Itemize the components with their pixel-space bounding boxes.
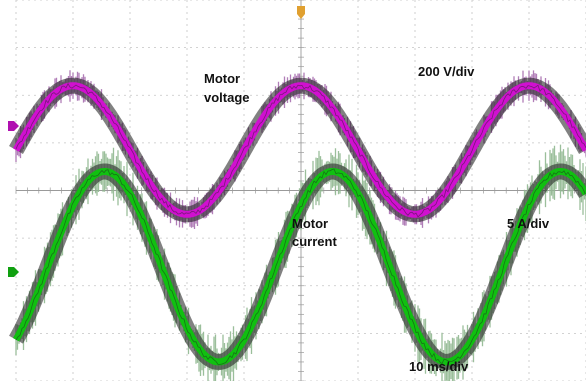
motor-voltage-series bbox=[9, 70, 586, 229]
channel-markers bbox=[8, 6, 305, 277]
voltage-scale-label: 200 V/div bbox=[418, 64, 475, 79]
motor-current-label-line1: Motor bbox=[292, 216, 328, 231]
current-scale-label: 5 A/div bbox=[507, 216, 550, 231]
trace-jitter bbox=[15, 82, 586, 218]
motor-current-label-line2: current bbox=[292, 234, 337, 249]
trace-line bbox=[12, 168, 586, 366]
annotations: Motor voltage 200 V/div Motor current 5 … bbox=[204, 64, 550, 374]
trigger-marker bbox=[297, 6, 305, 19]
ch2-ground-marker bbox=[8, 267, 19, 277]
motor-voltage-label-line1: Motor bbox=[204, 71, 240, 86]
motor-current-series bbox=[9, 144, 586, 381]
time-scale-label: 10 ms/div bbox=[409, 359, 469, 374]
trace-jitter bbox=[15, 168, 586, 365]
traces bbox=[9, 70, 586, 381]
motor-voltage-label-line2: voltage bbox=[204, 90, 250, 105]
ch1-ground-marker bbox=[8, 121, 19, 131]
